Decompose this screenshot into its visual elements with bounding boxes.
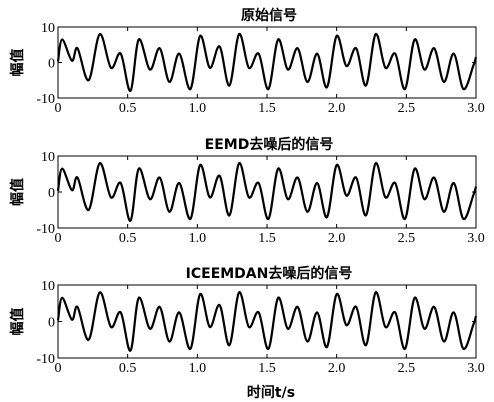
- subplot-title: EEMD去噪后的信号: [205, 136, 334, 153]
- x-tick-label: 3.0: [467, 101, 485, 116]
- y-tick-label: -10: [36, 92, 55, 107]
- x-tick-label: 3.0: [467, 231, 485, 246]
- x-tick-label: 2.5: [398, 101, 416, 116]
- y-axis-label: 幅值: [9, 178, 26, 206]
- x-tick-label: 0.5: [119, 101, 137, 116]
- x-tick-label: 1.5: [258, 101, 276, 116]
- y-tick-label: 0: [48, 57, 55, 72]
- x-tick-label: 2.0: [328, 231, 346, 246]
- series-line: [56, 162, 478, 222]
- x-tick-label: 1.0: [189, 231, 207, 246]
- x-axis-label: 时间t/s: [247, 384, 295, 401]
- x-tick-label: 0: [55, 101, 62, 116]
- subplot-title: 原始信号: [241, 7, 297, 24]
- y-tick-label: -10: [36, 222, 55, 237]
- x-tick-label: 0: [55, 361, 62, 376]
- y-tick-label: 10: [41, 21, 55, 36]
- x-tick-label: 2.5: [398, 231, 416, 246]
- y-tick-label: 10: [41, 279, 55, 294]
- x-tick-label: 1.5: [258, 231, 276, 246]
- y-axis-label: 幅值: [9, 308, 26, 336]
- x-tick-label: 2.0: [328, 361, 346, 376]
- x-tick-label: 2.5: [398, 361, 416, 376]
- y-tick-label: -10: [36, 352, 55, 367]
- x-tick-label: 2.0: [328, 101, 346, 116]
- y-tick-label: 0: [48, 316, 55, 331]
- y-tick-label: 10: [41, 150, 55, 165]
- x-tick-label: 0: [55, 231, 62, 246]
- subplot-title: ICEEMDAN去噪后的信号: [186, 265, 353, 282]
- series-line: [56, 291, 478, 352]
- y-axis-label: 幅值: [9, 49, 26, 77]
- x-tick-label: 1.5: [258, 361, 276, 376]
- x-tick-label: 0.5: [119, 361, 137, 376]
- series-line: [56, 32, 478, 93]
- x-tick-label: 3.0: [467, 361, 485, 376]
- x-tick-label: 1.0: [189, 101, 207, 116]
- x-tick-label: 1.0: [189, 361, 207, 376]
- y-tick-label: 0: [48, 186, 55, 201]
- x-tick-label: 0.5: [119, 231, 137, 246]
